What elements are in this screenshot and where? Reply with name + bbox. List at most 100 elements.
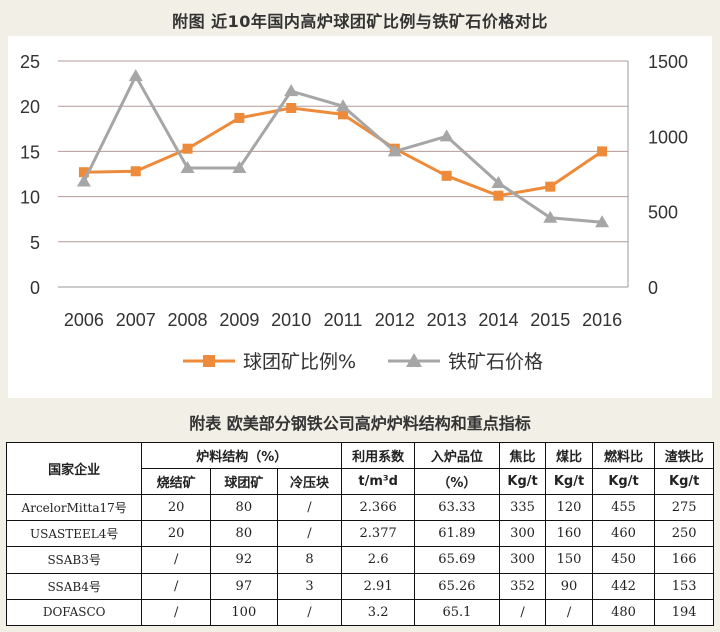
- x-tick-label: 2016: [582, 310, 622, 330]
- cell-sinter: /: [141, 546, 211, 574]
- cell-slag: 194: [654, 598, 714, 627]
- indicators-table: 国家企业 炉料结构（%） 利用系数 入炉品位 焦比 煤比 燃料比 渣铁比 烧结矿…: [5, 442, 714, 627]
- chart-title: 附图 近10年国内高炉球团矿比例与铁矿石价格对比: [172, 12, 548, 31]
- cell-pellet: 92: [210, 546, 278, 574]
- data-point-pellet-ratio: [338, 109, 348, 120]
- legend-label: 铁矿石价格: [448, 351, 543, 373]
- x-tick-label: 2006: [64, 310, 104, 330]
- data-point-pellet-ratio: [78, 167, 89, 178]
- data-point-pellet-ratio: [182, 143, 193, 154]
- data-point-iron-ore-price: [491, 176, 506, 189]
- header-coal-unit: Kg/t: [545, 468, 593, 495]
- cell-util: 2.377: [341, 520, 415, 548]
- cell-slag: 166: [654, 546, 714, 574]
- x-tick-label: 2010: [271, 310, 311, 330]
- cell-coke: 300: [498, 520, 547, 548]
- table-container: 国家企业 炉料结构（%） 利用系数 入炉品位 焦比 煤比 燃料比 渣铁比 烧结矿…: [5, 442, 714, 627]
- cell-fuel: 480: [591, 598, 656, 627]
- data-point-iron-ore-price: [387, 144, 402, 157]
- table-row: DOFASCO/100/3.2 65.1//480 194: [5, 598, 714, 627]
- header-utilization: 利用系数: [341, 442, 415, 469]
- cell-company: SSAB3号: [5, 546, 143, 574]
- cell-coke: 300: [498, 546, 547, 574]
- cell-util: 3.2: [341, 598, 415, 627]
- y-left-tick-label: 25: [20, 52, 40, 72]
- table-body: ArcelorMitta17号 20 80/2.366 63.33 335 120 455 2…: [5, 493, 714, 627]
- data-point-iron-ore-price: [128, 69, 143, 82]
- data-point-iron-ore-price: [180, 160, 195, 173]
- series-line-iron-ore-price: [82, 74, 603, 224]
- table-row: SSAB3号/92 8 2.6 65.69 300 150 450 166: [5, 546, 714, 574]
- y-right-tick-label: 1500: [648, 52, 688, 72]
- cell-sinter: /: [141, 598, 211, 627]
- data-point-iron-ore-price: [284, 84, 299, 97]
- x-tick-label: 2015: [530, 310, 570, 330]
- cell-grade: 65.69: [414, 546, 500, 574]
- cell-util: 2.6: [341, 546, 415, 574]
- cell-fuel: 442: [591, 572, 656, 600]
- cell-coke: 335: [498, 493, 547, 522]
- line-chart: 0 5 10 15 20 25 0 500 1000 1500 2006 2007 2008 2009 20…: [20, 52, 688, 373]
- cell-util: 2.366: [341, 493, 415, 522]
- header-pellet: 球团矿: [210, 468, 278, 495]
- data-point-iron-ore-price: [232, 160, 247, 173]
- header-grade: 入炉品位: [414, 442, 500, 469]
- cell-coal: /: [545, 598, 593, 627]
- data-point-pellet-ratio: [441, 170, 452, 181]
- cell-coke: /: [498, 598, 547, 627]
- x-tick-label: 2012: [375, 310, 415, 330]
- cell-util: 2.91: [341, 572, 415, 600]
- header-slag-unit: Kg/t: [654, 468, 714, 495]
- y-left-tick-label: 15: [20, 142, 40, 162]
- x-tick-label: 2008: [168, 310, 208, 330]
- header-company: 国家企业: [5, 442, 143, 495]
- header-briquette: 冷压块: [276, 468, 343, 495]
- x-tick-label: 2014: [478, 310, 518, 330]
- cell-briquette: /: [276, 520, 343, 548]
- legend-marker-triangle: [406, 353, 422, 367]
- data-point-pellet-ratio: [545, 181, 556, 192]
- data-point-iron-ore-price: [76, 174, 91, 187]
- y-right-tick-label: 500: [648, 203, 678, 223]
- data-point-iron-ore-price: [543, 210, 558, 223]
- header-fuel-unit: Kg/t: [591, 468, 656, 495]
- cell-grade: 65.1: [414, 598, 500, 627]
- cell-coal: 90: [545, 572, 593, 600]
- x-tick-label: 2009: [219, 310, 259, 330]
- cell-pellet: 80: [210, 493, 278, 522]
- y-left-tick-label: 0: [30, 278, 40, 298]
- data-point-iron-ore-price: [595, 215, 610, 228]
- table-row: ArcelorMitta17号 20 80/2.366 63.33 335 120 455 2…: [5, 493, 714, 522]
- cell-grade: 61.89: [414, 520, 500, 548]
- legend-label: 球团矿比例%: [243, 351, 356, 373]
- data-point-iron-ore-price: [336, 99, 350, 112]
- y-right-tick-label: 1000: [648, 127, 688, 147]
- cell-sinter: 20: [141, 520, 211, 548]
- table-title: 附表 欧美部分钢铁公司高炉炉料结构和重点指标: [189, 414, 531, 433]
- cell-grade: 65.26: [414, 572, 500, 600]
- cell-briquette: 8: [276, 546, 343, 574]
- chart-area: 0 5 10 15 20 25 0 500 1000 1500 2006 2007 2008 2009 20…: [8, 36, 712, 398]
- cell-sinter: 20: [141, 493, 211, 522]
- cell-coal: 160: [545, 520, 593, 548]
- cell-company: USASTEEL4号: [5, 520, 143, 548]
- cell-coke: 352: [498, 572, 547, 600]
- cell-company: ArcelorMitta17号: [5, 493, 143, 522]
- legend-marker-square: [203, 355, 215, 367]
- x-tick-label: 2007: [116, 310, 156, 330]
- data-point-pellet-ratio: [234, 112, 245, 123]
- cell-company: DOFASCO: [5, 598, 143, 627]
- cell-fuel: 450: [591, 546, 656, 574]
- x-tick-label: 2013: [427, 310, 467, 330]
- header-coal-ratio: 煤比: [545, 442, 593, 469]
- header-coke-unit: Kg/t: [498, 468, 547, 495]
- cell-slag: 275: [654, 493, 714, 522]
- cell-fuel: 460: [591, 520, 656, 548]
- y-left-tick-label: 5: [30, 233, 40, 253]
- header-coke-ratio: 焦比: [498, 442, 547, 469]
- cell-coal: 150: [545, 546, 593, 574]
- cell-briquette: 3: [276, 572, 343, 600]
- cell-company: SSAB4号: [5, 572, 143, 600]
- cell-pellet: 80: [210, 520, 278, 548]
- cell-pellet: 100: [210, 598, 278, 627]
